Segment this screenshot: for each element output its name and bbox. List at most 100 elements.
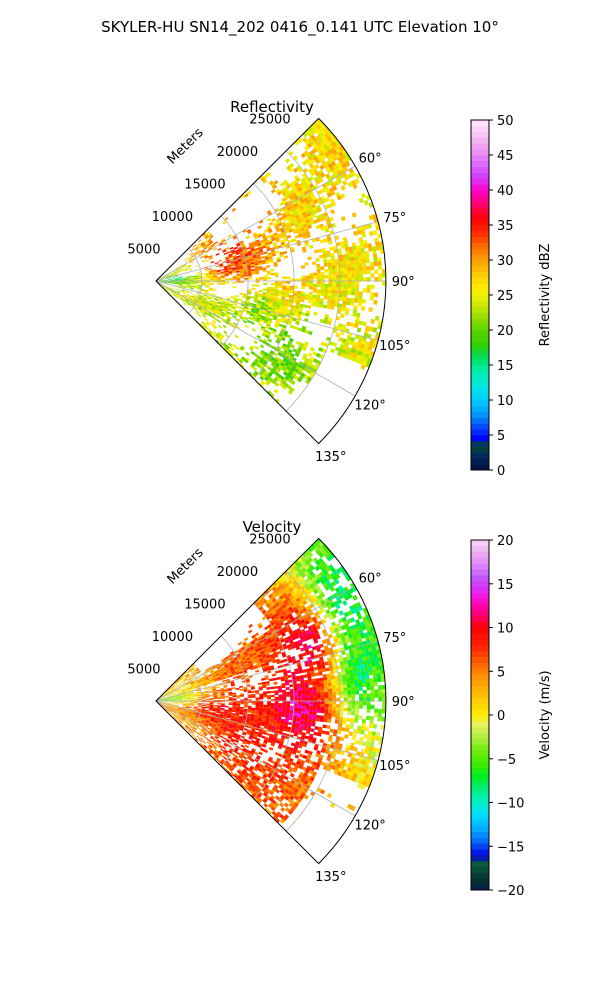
radar-cell [193, 707, 198, 709]
radar-cell [299, 182, 305, 188]
radar-cell [283, 255, 289, 259]
radar-cell [301, 711, 306, 715]
radar-cell [201, 244, 206, 248]
radar-cell [284, 594, 290, 600]
radar-cell [317, 248, 323, 253]
radar-cell [331, 713, 336, 718]
radar-cell [351, 690, 356, 695]
radar-cell [278, 283, 283, 286]
radar-cell [229, 346, 235, 351]
radar-cell [292, 606, 298, 612]
radar-cell [321, 668, 326, 673]
radar-cell [316, 272, 321, 276]
radar-cell [204, 328, 209, 333]
radar-cell [204, 256, 209, 260]
radar-cell [266, 629, 272, 635]
radar-cell [194, 297, 199, 300]
radar-cell [255, 701, 260, 704]
radar-cell [279, 253, 284, 258]
radar-cell [246, 266, 251, 269]
radar-cell [217, 310, 222, 314]
radar-cell [282, 343, 287, 348]
radar-cell [220, 695, 225, 697]
radar-cell [216, 674, 220, 677]
radar-cell [236, 243, 241, 247]
radar-cell [255, 704, 260, 707]
radar-cell [178, 283, 183, 285]
radar-cell [285, 578, 291, 584]
radar-cell [378, 657, 383, 663]
radar-cell [346, 264, 352, 269]
radar-cell [163, 696, 167, 699]
radar-cell [343, 687, 348, 692]
radar-cell [176, 291, 180, 294]
radar-cell [209, 309, 214, 313]
colorbar-segment [471, 300, 489, 308]
radar-cell [295, 177, 301, 183]
radar-cell [213, 247, 217, 251]
radar-cell [192, 664, 196, 668]
radar-cell [334, 675, 339, 680]
radar-cell [170, 695, 175, 697]
radar-cell [289, 710, 294, 714]
radar-cell [270, 362, 276, 367]
radar-cell [297, 710, 302, 715]
radar-cell [343, 264, 348, 269]
radar-cell [324, 692, 329, 696]
radar-cell [217, 325, 222, 329]
radar-cell [171, 687, 175, 690]
radar-cell [175, 283, 179, 285]
radar-cell [167, 699, 172, 700]
radar-cell [297, 701, 302, 704]
radar-cell [333, 608, 339, 615]
radar-cell [251, 711, 256, 714]
radar-cell [347, 707, 352, 712]
radar-cell [201, 678, 206, 681]
radar-cell [228, 693, 233, 695]
radar-cell [266, 637, 272, 642]
radar-cell [369, 296, 374, 301]
radar-cell [262, 691, 267, 694]
radar-cell [313, 731, 318, 736]
radar-cell [200, 676, 205, 680]
radar-cell [187, 685, 192, 688]
radar-cell [288, 722, 293, 726]
radar-cell [243, 637, 249, 642]
radar-cell [304, 296, 309, 301]
radar-cell [165, 692, 169, 695]
radar-cell [263, 277, 268, 280]
radar-cell [324, 269, 329, 273]
radar-cell [195, 684, 200, 687]
radar-cell [307, 644, 312, 649]
radar-cell [323, 718, 328, 723]
radar-cell [224, 674, 229, 678]
radar-cell [209, 699, 214, 701]
radar-cell [371, 735, 376, 741]
radar-cell [265, 381, 270, 386]
radar-cell [309, 667, 315, 672]
radar-cell [198, 277, 202, 279]
radar-cell [175, 277, 179, 279]
radar-cell [187, 677, 192, 681]
radar-cell [343, 595, 350, 601]
radar-cell [263, 695, 268, 698]
colorbar-segment [471, 254, 489, 261]
radar-cell [204, 310, 209, 314]
radar-cell [350, 718, 355, 723]
radar-cell [300, 638, 306, 643]
radar-cell [291, 645, 296, 650]
radar-cell [319, 680, 324, 685]
radar-cell [291, 191, 296, 196]
radar-cell [198, 279, 202, 281]
radar-cell [311, 147, 318, 154]
radar-cell [345, 652, 351, 658]
radar-cell [198, 305, 203, 309]
radar-cell [304, 716, 309, 721]
radar-cell [326, 302, 331, 306]
radar-cell [273, 588, 279, 594]
radar-cell [321, 730, 326, 735]
radar-cell [265, 342, 270, 347]
radar-cell [164, 690, 168, 694]
radar-cell [286, 334, 292, 339]
radar-cell [295, 590, 301, 596]
